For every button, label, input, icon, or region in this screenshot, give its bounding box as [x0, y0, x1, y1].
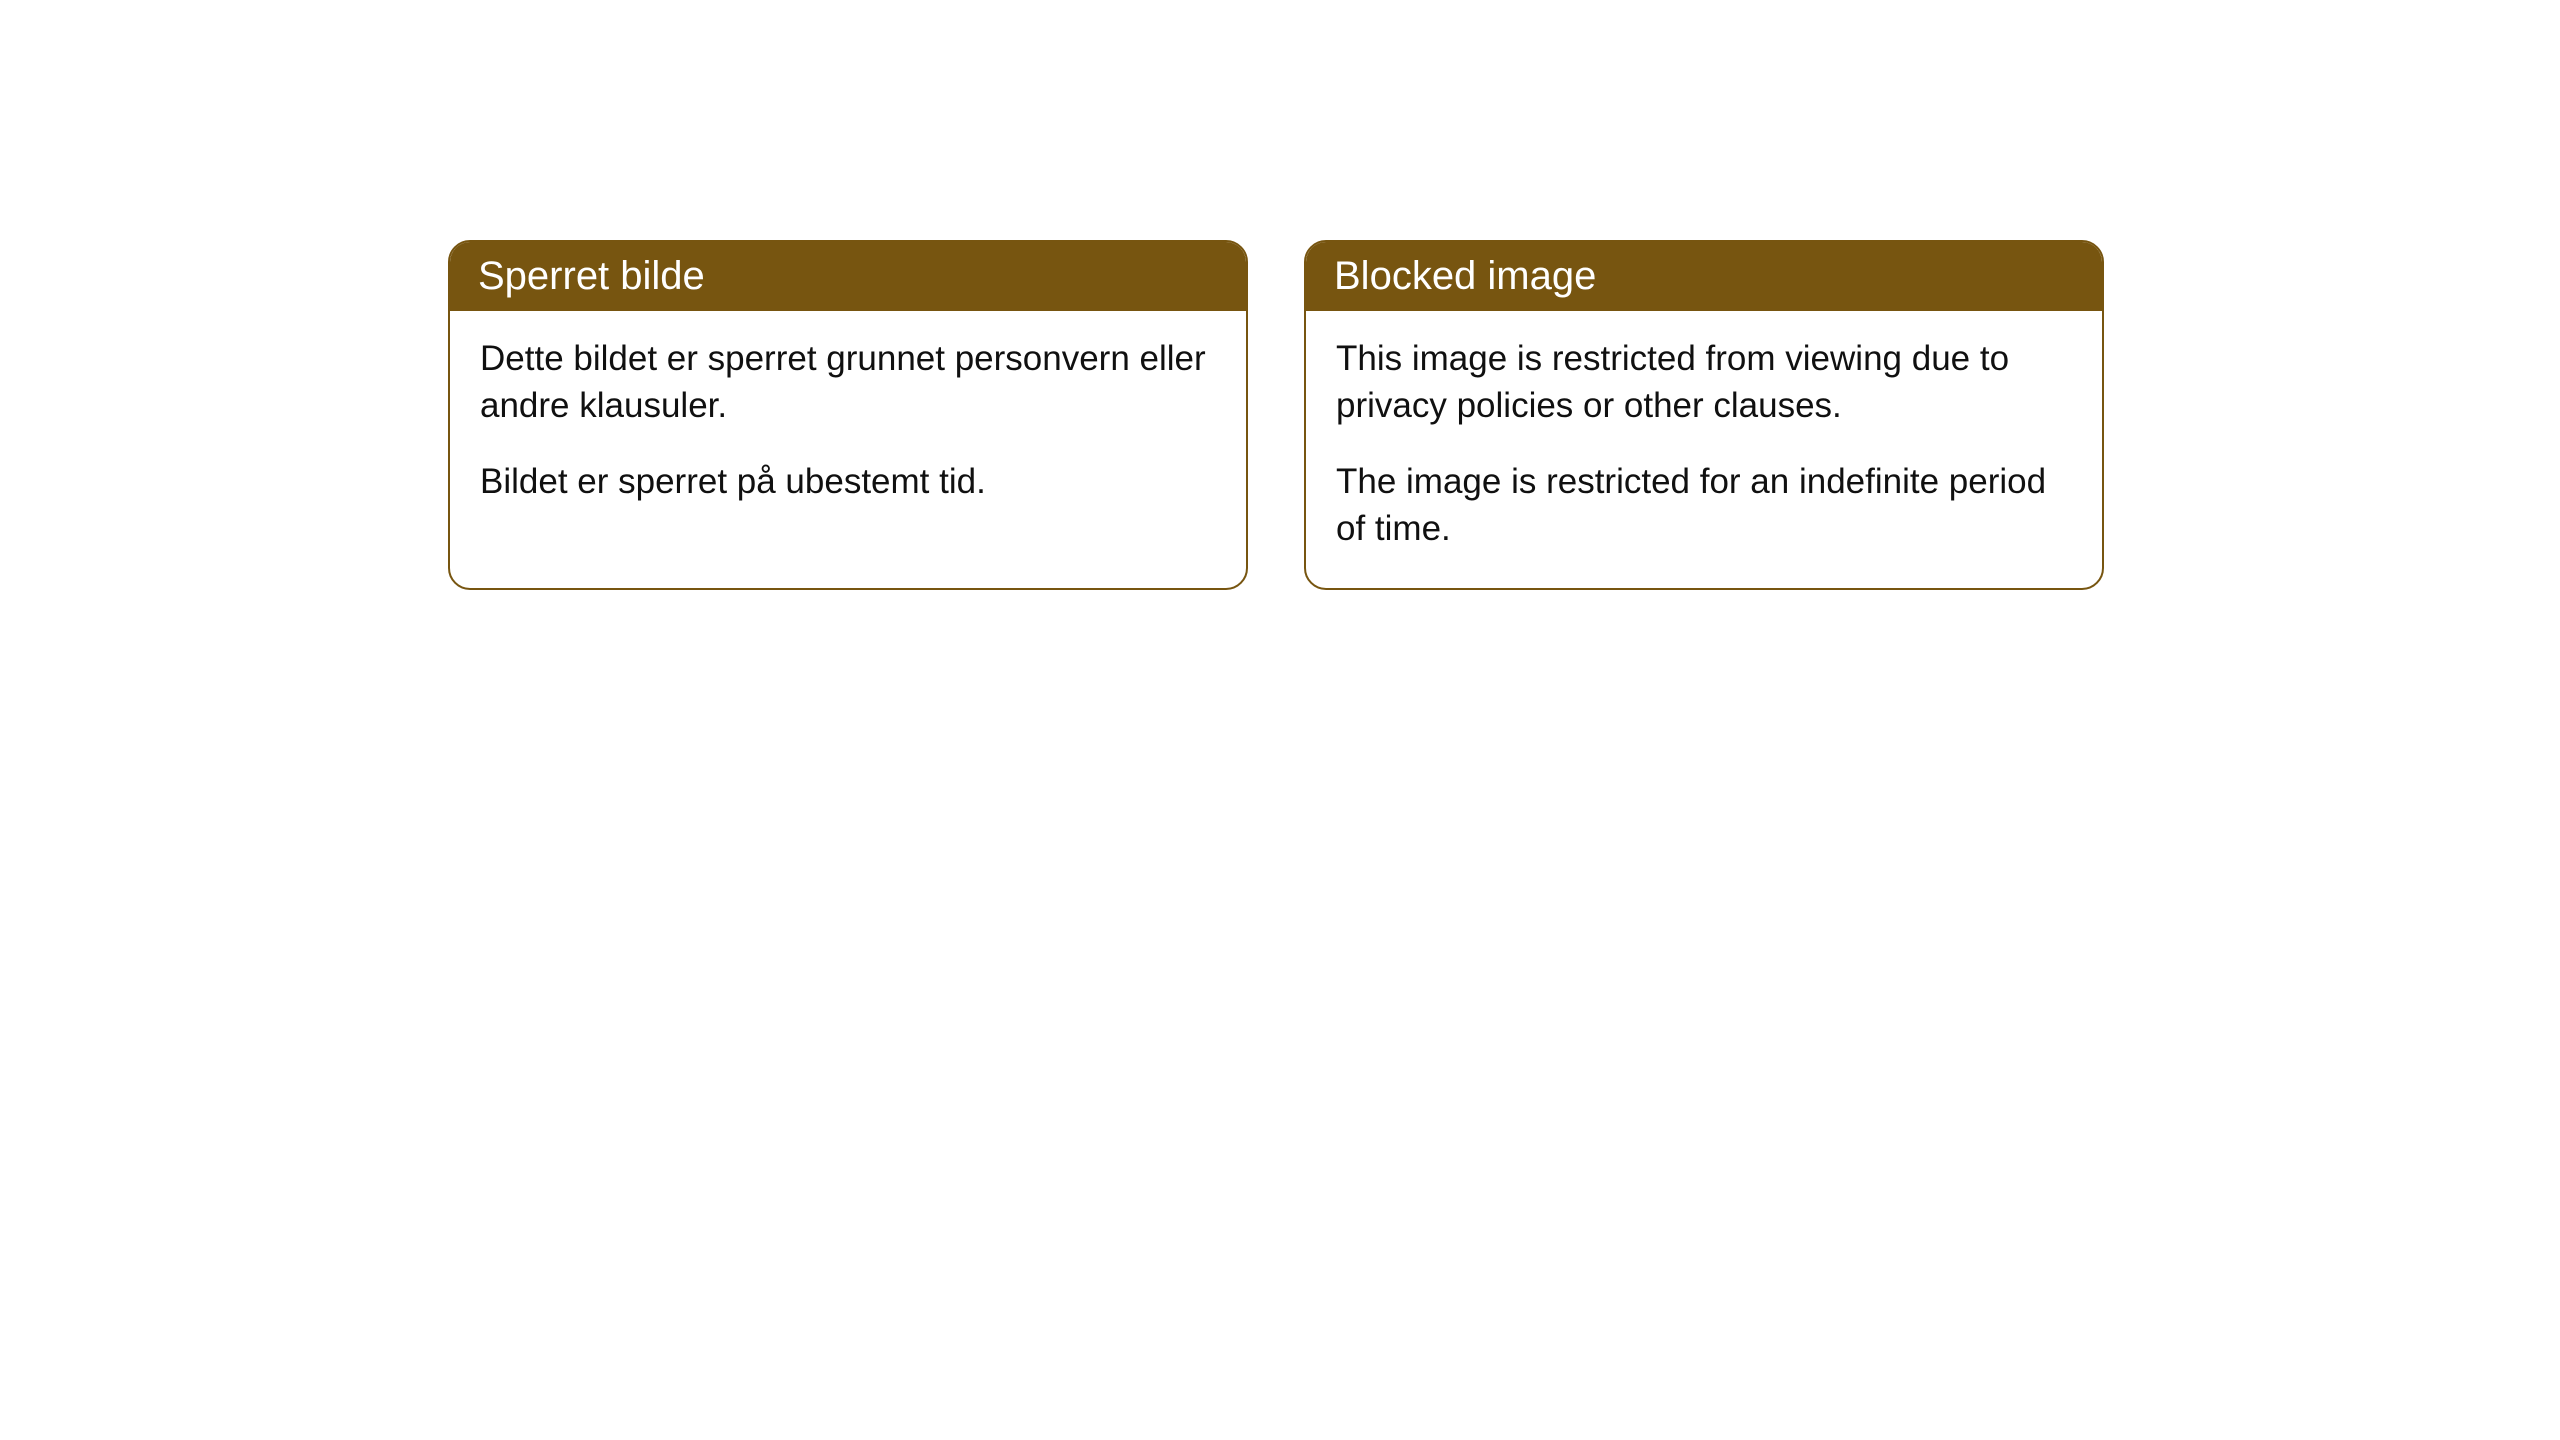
card-header: Sperret bilde [450, 242, 1246, 311]
card-header: Blocked image [1306, 242, 2102, 311]
card-body: Dette bildet er sperret grunnet personve… [450, 311, 1246, 541]
card-title: Blocked image [1334, 254, 1596, 298]
card-title: Sperret bilde [478, 254, 705, 298]
card-paragraph: The image is restricted for an indefinit… [1336, 458, 2072, 553]
card-paragraph: This image is restricted from viewing du… [1336, 335, 2072, 430]
blocked-image-card-norwegian: Sperret bilde Dette bildet er sperret gr… [448, 240, 1248, 590]
blocked-image-card-english: Blocked image This image is restricted f… [1304, 240, 2104, 590]
card-body: This image is restricted from viewing du… [1306, 311, 2102, 588]
card-paragraph: Bildet er sperret på ubestemt tid. [480, 458, 1216, 505]
card-paragraph: Dette bildet er sperret grunnet personve… [480, 335, 1216, 430]
notice-cards-container: Sperret bilde Dette bildet er sperret gr… [0, 0, 2560, 590]
